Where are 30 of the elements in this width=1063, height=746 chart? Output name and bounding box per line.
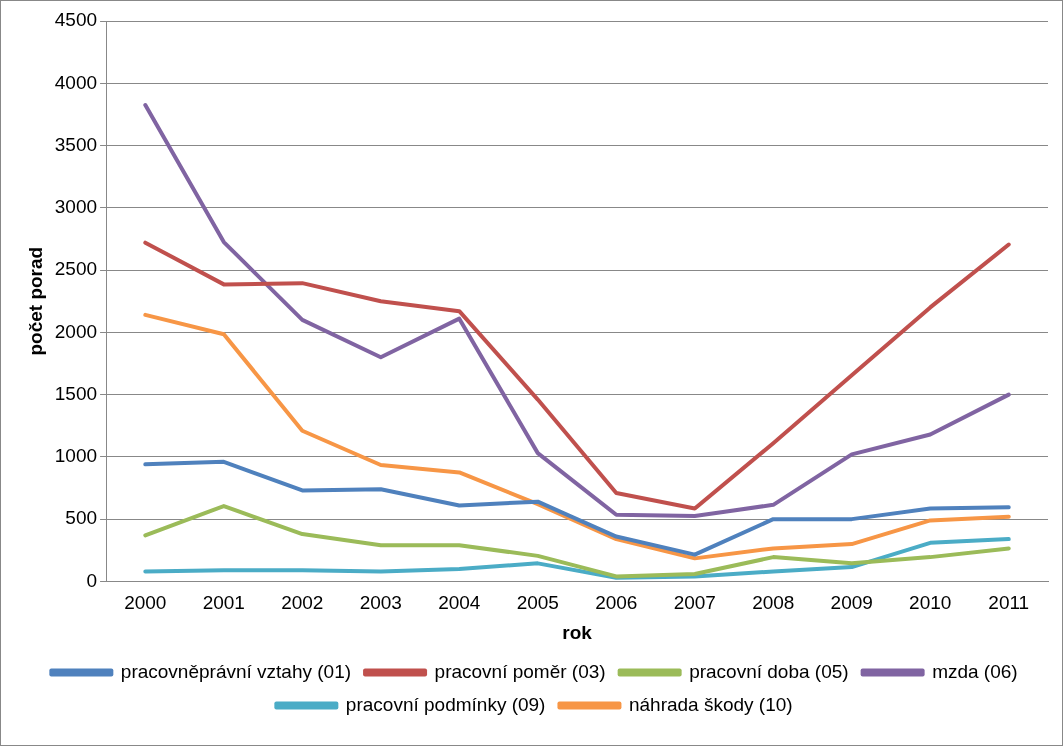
x-tick-label: 2003	[359, 592, 402, 614]
x-axis-title: rok	[562, 621, 593, 643]
y-tick-label: 2000	[54, 320, 98, 342]
y-tick-label: 1500	[54, 382, 98, 404]
y-tick-label: 0	[86, 569, 98, 591]
y-axis-title: počet porad	[24, 246, 46, 356]
x-tick-label: 2011	[988, 592, 1030, 614]
y-tick-label: 2500	[54, 258, 98, 280]
legend-label: mzda (06)	[932, 660, 1018, 682]
x-tick-label: 2001	[202, 592, 245, 614]
x-tick-label: 2010	[909, 592, 952, 614]
legend-label: pracovní doba (05)	[689, 660, 849, 682]
y-tick-label: 500	[65, 507, 98, 529]
x-tick-label: 2000	[124, 592, 167, 614]
x-tick-label: 2008	[752, 592, 795, 614]
x-tick-label: 2004	[438, 592, 481, 614]
legend-label: pracovněprávní vztahy (01)	[120, 660, 352, 682]
y-tick-label: 4500	[54, 9, 98, 31]
legend-label: pracovní poměr (03)	[434, 660, 606, 682]
y-tick-label: 1000	[54, 445, 98, 467]
x-tick-label: 2009	[830, 592, 873, 614]
x-tick-label: 2005	[516, 592, 559, 614]
legend-label: pracovní podmínky (09)	[345, 693, 546, 715]
legend-label: náhrada škody (10)	[628, 693, 793, 715]
x-tick-label: 2006	[595, 592, 638, 614]
y-tick-label: 3500	[54, 133, 98, 155]
x-tick-label: 2002	[281, 592, 324, 614]
x-tick-label: 2007	[673, 592, 716, 614]
y-tick-label: 3000	[54, 196, 98, 218]
y-tick-label: 4000	[54, 71, 98, 93]
